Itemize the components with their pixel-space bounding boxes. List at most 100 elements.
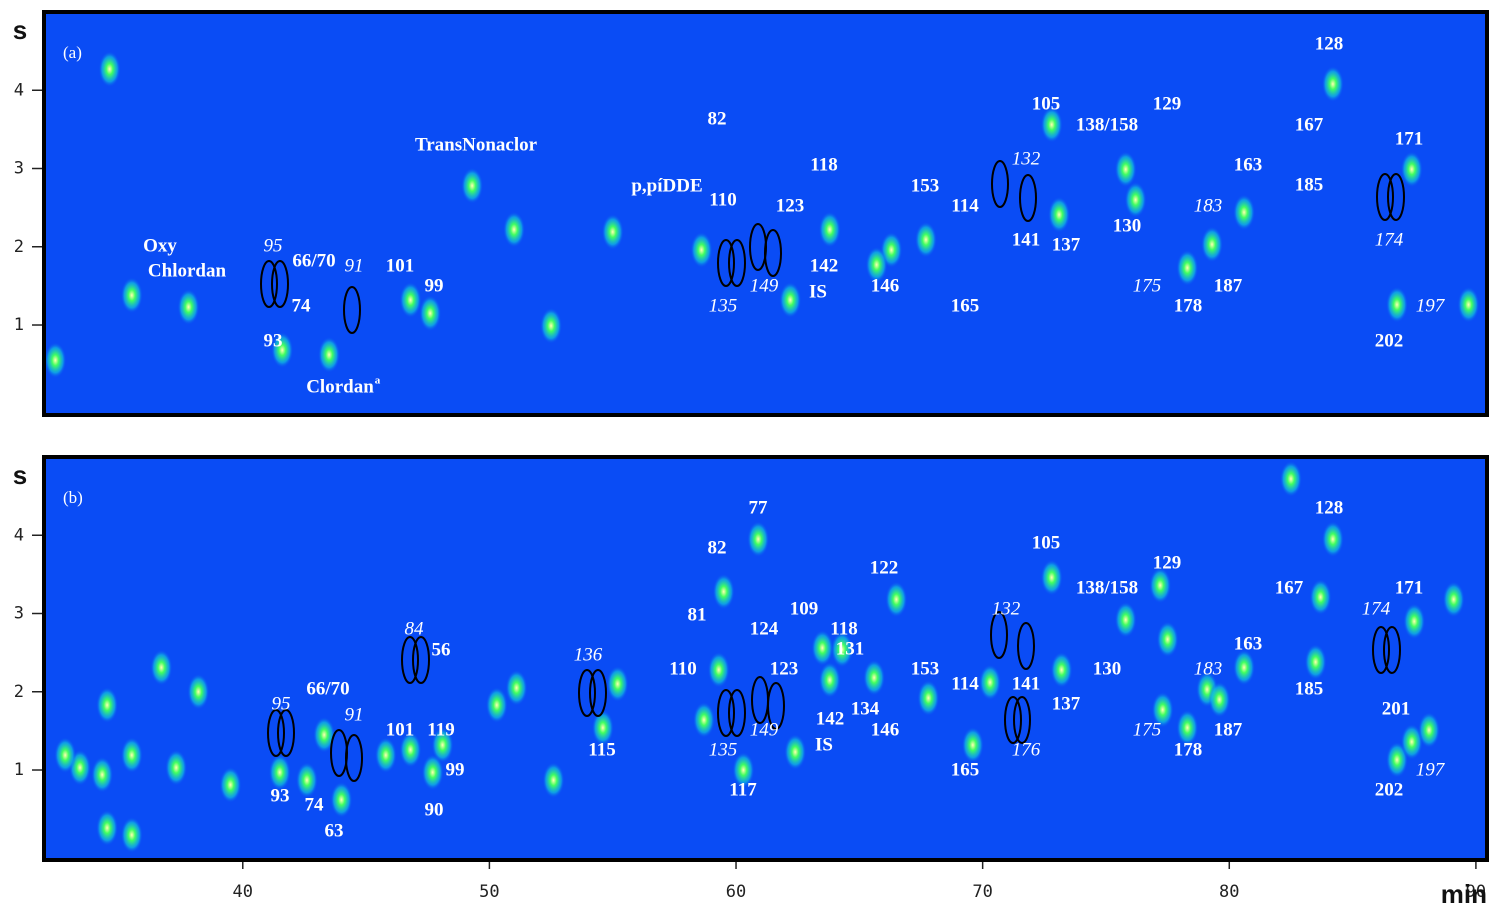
peak-label: 130 [1093,658,1122,679]
peak-spot [979,664,1001,700]
peak-spot [1233,649,1255,685]
peak-label: 124 [750,618,779,639]
peak-label: 174 [1362,598,1391,619]
peak-label: 105 [1032,93,1061,114]
peak-spot [1305,644,1327,680]
peak-spot [819,212,841,248]
peak-label: 84 [405,618,425,639]
peak-spot [54,737,76,773]
peak-label: IS [809,281,827,302]
peak-label: 187 [1214,275,1243,296]
peak-spot [1322,521,1344,557]
peak-spot [486,687,508,723]
peak-spot [1418,712,1440,748]
peak-label: 165 [951,759,980,780]
peak-spot [1401,151,1423,187]
peak-label: 175 [1133,275,1162,296]
peak-label: 183 [1194,658,1223,679]
peak-label: 149 [750,275,779,296]
peak-spot [96,687,118,723]
peak-spot [784,734,806,770]
chart: 1234s(a)OxyChlordan9566/7091101997493Clo… [0,0,1491,910]
peak-spot [44,342,66,378]
peak-label: 202 [1375,330,1404,351]
peak-spot [1458,287,1480,323]
peak-spot [503,212,525,248]
peak-spot [330,782,352,818]
peak-spot [540,308,562,344]
panel-label: (a) [63,43,82,62]
peak-label: 183 [1194,195,1223,216]
y-tick-label: 4 [14,80,24,100]
x-tick-label: 40 [233,882,253,902]
peak-spot [1322,66,1344,102]
peak-label: 74 [305,794,325,815]
peak-label: 197 [1416,759,1446,780]
peak-label: 131 [836,638,865,659]
peak-label: 93 [271,785,290,806]
plot-background [44,12,1487,415]
peak-spot [121,277,143,313]
peak-spot [506,670,528,706]
peak-label: 138/158 [1076,114,1138,135]
peak-spot [99,51,121,87]
peak-label: 118 [830,618,857,639]
peak-label: 153 [911,175,940,196]
peak-spot [1125,182,1147,218]
peak-label: 110 [709,189,736,210]
peak-label: 105 [1032,532,1061,553]
peak-label: 132 [1012,148,1041,169]
peak-label: 197 [1416,295,1446,316]
peak-spot [1403,603,1425,639]
peak-label: 142 [810,255,839,276]
peak-label: 165 [951,295,980,316]
peak-label: 99 [425,275,444,296]
peak-spot [187,674,209,710]
x-tick-label: 60 [726,882,746,902]
y-tick-label: 1 [14,315,24,335]
peak-label: 114 [951,673,979,694]
peak-label: 122 [870,557,899,578]
peak-spot [1157,621,1179,657]
peak-spot [318,337,340,373]
peak-label: 135 [709,739,738,760]
y-axis-label: s [13,15,27,45]
peak-label: 101 [386,719,415,740]
peak-spot [885,581,907,617]
peak-label: IS [815,734,833,755]
peak-label: 202 [1375,779,1404,800]
peak-label: 128 [1315,33,1344,54]
peak-label: 77 [749,497,769,518]
peak-spot [691,232,713,268]
peak-label: 171 [1395,128,1424,149]
peak-label: 141 [1012,673,1041,694]
peak-spot [375,737,397,773]
peak-spot [219,767,241,803]
peak-label: 74 [292,295,312,316]
peak-spot [121,817,143,853]
peak-label: 174 [1375,229,1404,250]
peak-label: 201 [1382,698,1411,719]
peak-label: 109 [790,598,819,619]
peak-label: 95 [272,693,291,714]
y-tick-label: 1 [14,760,24,780]
y-tick-label: 2 [14,237,24,257]
peak-spot [178,289,200,325]
peak-label: Oxy [143,235,177,256]
peak-label: 82 [708,108,727,129]
peak-label: p,píDDE [631,175,702,196]
peak-spot [461,168,483,204]
x-tick-label: 70 [972,882,992,902]
peak-spot [419,295,441,331]
peak-label: 178 [1174,739,1203,760]
peak-label: TransNonaclor [415,134,538,155]
peak-label: 99 [446,759,465,780]
peak-label: 138/158 [1076,577,1138,598]
peak-spot [708,652,730,688]
peak-spot [1115,151,1137,187]
peak-label: 176 [1012,739,1041,760]
x-tick-label: 80 [1219,882,1239,902]
peak-spot [962,727,984,763]
peak-label: 185 [1295,678,1324,699]
x-axis-label: min [1441,879,1487,909]
